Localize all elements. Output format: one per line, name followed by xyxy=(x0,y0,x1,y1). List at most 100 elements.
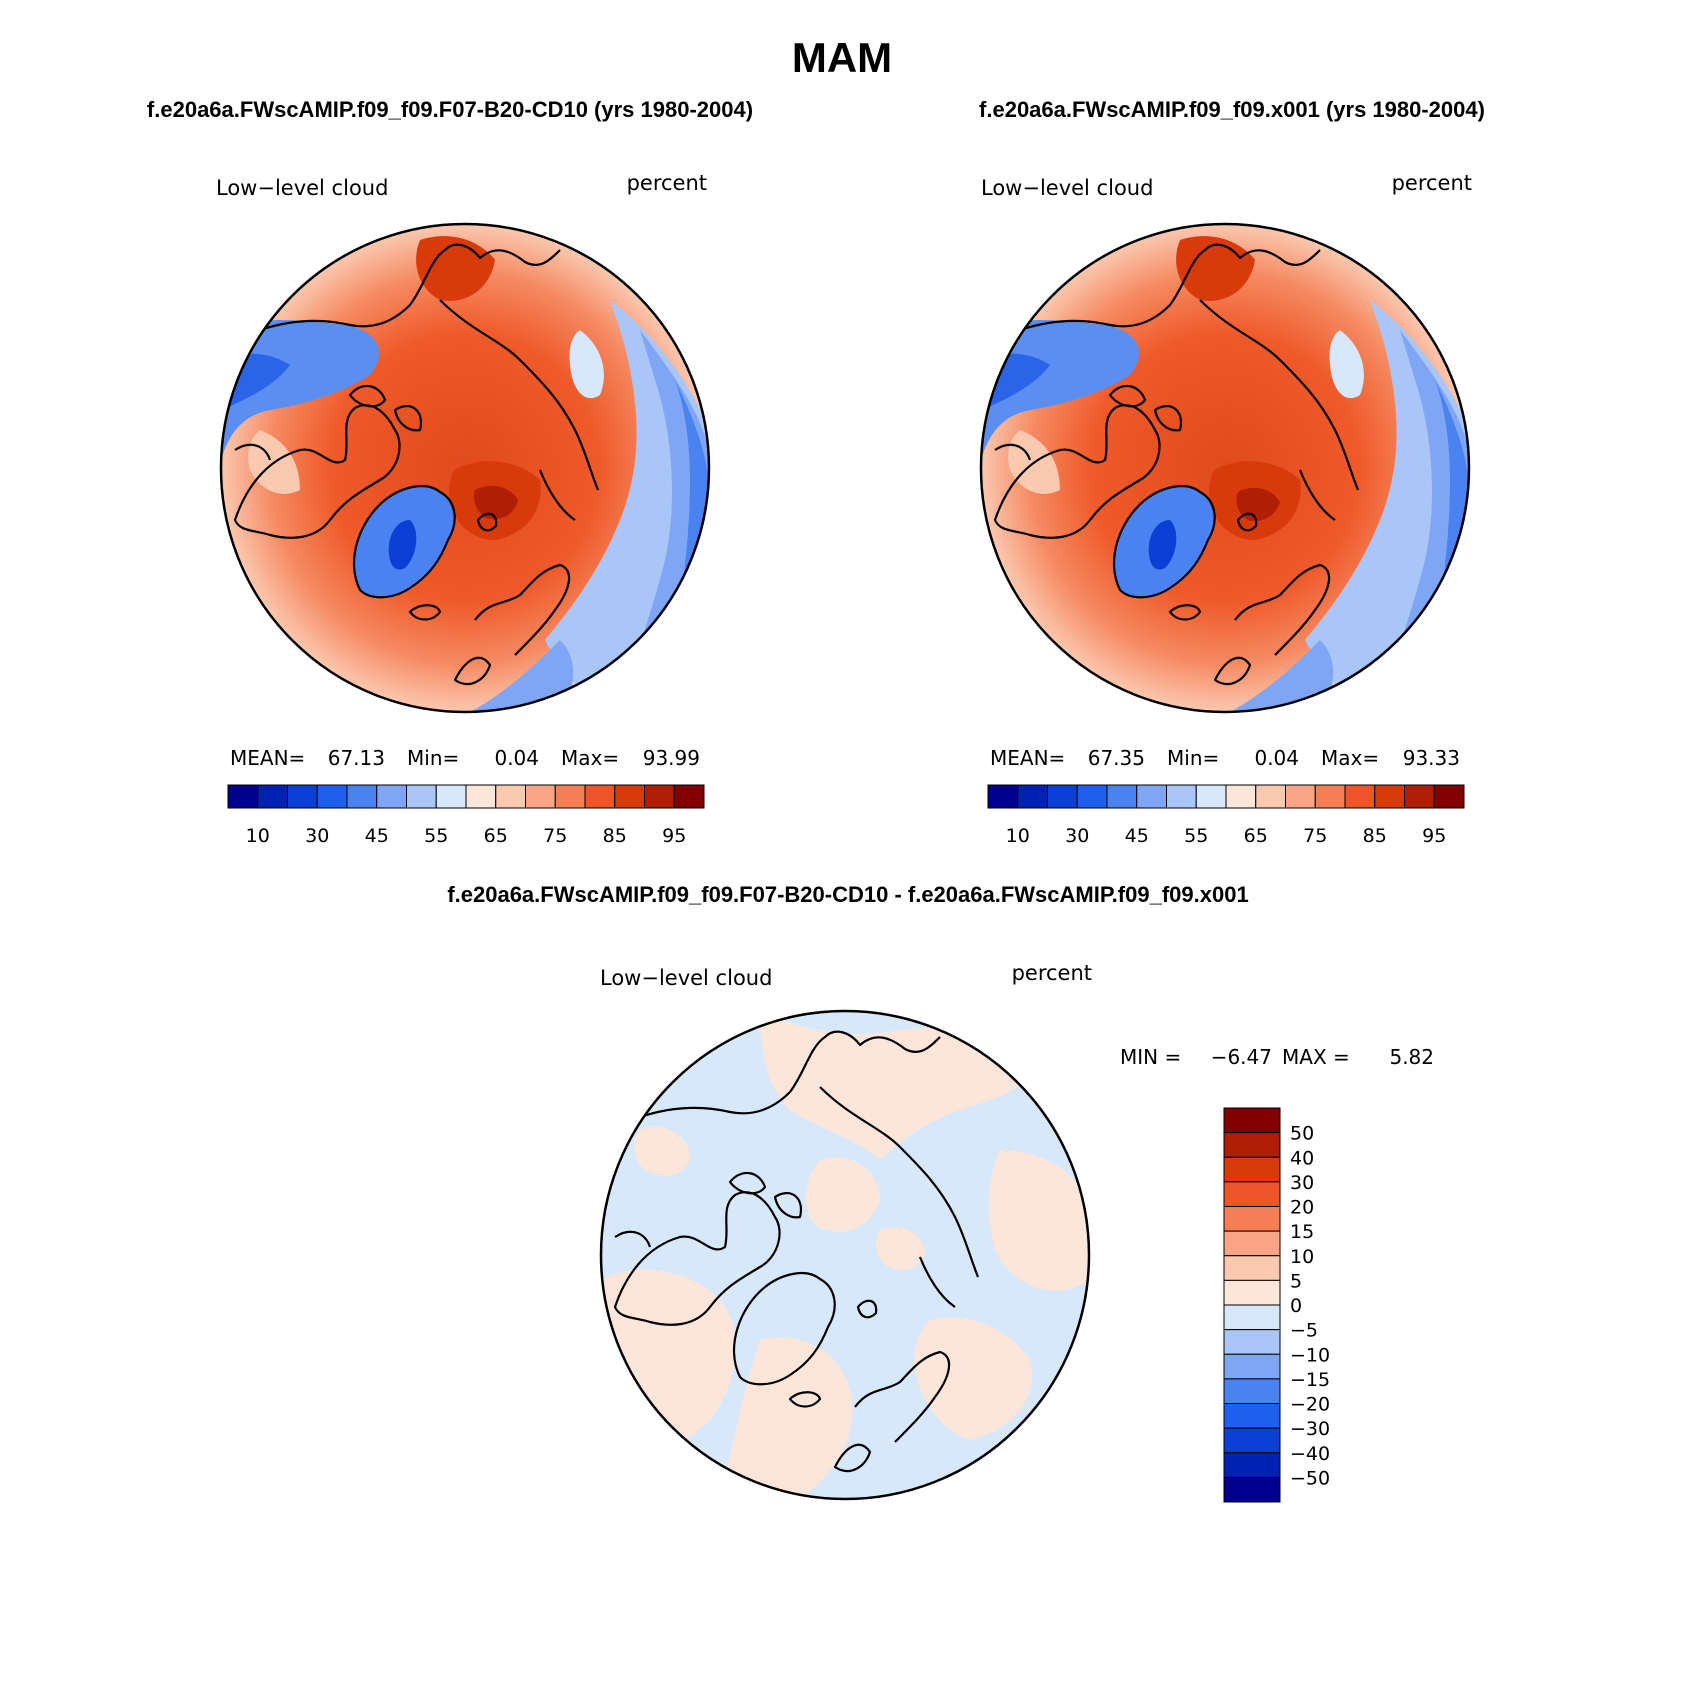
colorbar-left-swatch xyxy=(406,784,437,809)
colorbar-difference-swatch xyxy=(1223,1353,1281,1380)
panel-right-max-label: Max= xyxy=(1321,746,1379,770)
colorbar-difference-swatch xyxy=(1223,1427,1281,1454)
colorbar-difference-swatch xyxy=(1223,1156,1281,1183)
colorbar-right-swatch xyxy=(1076,784,1108,809)
panel-right-units-label: percent xyxy=(1392,171,1472,195)
colorbar-right-tick-label: 45 xyxy=(1125,825,1149,847)
panel-right-mean-label: MEAN= xyxy=(990,746,1065,770)
colorbar-left-swatch xyxy=(584,784,616,809)
colorbar-left-swatch xyxy=(495,784,526,809)
colorbar-difference-tick-label: −40 xyxy=(1290,1443,1330,1465)
colorbar-difference-swatch xyxy=(1223,1107,1281,1134)
colorbar-right-swatch xyxy=(1047,784,1078,809)
colorbar-left-tick-label: 10 xyxy=(246,825,270,847)
colorbar-difference-swatch xyxy=(1223,1452,1281,1478)
colorbar-left-tick-label: 30 xyxy=(305,825,329,847)
colorbar-left-swatch xyxy=(257,784,288,809)
colorbar-right-tick-label: 85 xyxy=(1363,825,1387,847)
panel-left-mean-value: 67.13 xyxy=(328,746,385,770)
panel-right-map-border xyxy=(979,222,1471,714)
colorbar-left-swatch xyxy=(376,784,407,809)
colorbar-difference-swatch xyxy=(1223,1279,1281,1306)
colorbar-difference-tick-label: 40 xyxy=(1290,1147,1314,1169)
colorbar-right-swatch xyxy=(987,784,1019,809)
colorbar-difference-tick-label: 50 xyxy=(1290,1123,1314,1145)
colorbar-right-swatch xyxy=(1017,784,1048,809)
colorbar-difference-tick-label: 5 xyxy=(1290,1270,1302,1292)
colorbar-left-swatch xyxy=(554,784,586,809)
panel-left-map-border xyxy=(219,222,711,714)
panel-left-map xyxy=(221,224,709,712)
colorbar-right-swatch xyxy=(1314,784,1346,809)
difference-variable-label: Low−level cloud xyxy=(600,966,772,990)
panel-left: f.e20a6a.FWscAMIP.f09_f09.F07-B20-CD10 (… xyxy=(147,97,753,847)
colorbar-left-swatch xyxy=(346,784,378,809)
panel-left-mean-label: MEAN= xyxy=(230,746,305,770)
colorbar-left-swatch xyxy=(316,784,348,809)
colorbar-right-tick-label: 55 xyxy=(1184,825,1208,847)
colorbar-difference-swatch xyxy=(1223,1476,1281,1503)
colorbar-left-swatch xyxy=(644,784,675,809)
colorbar-left-swatch xyxy=(673,784,705,809)
colorbar-difference-swatch xyxy=(1223,1230,1281,1257)
colorbar-right-tick-label: 30 xyxy=(1065,825,1089,847)
panel-left-max-value: 93.99 xyxy=(643,746,700,770)
difference-map-border xyxy=(599,1009,1091,1501)
colorbar-left-swatch xyxy=(287,784,318,809)
season-title: MAM xyxy=(792,34,892,81)
colorbar-right-swatch xyxy=(1166,784,1197,809)
panel-right: f.e20a6a.FWscAMIP.f09_f09.x001 (yrs 1980… xyxy=(979,97,1485,847)
colorbar-right-swatch xyxy=(1255,784,1286,809)
colorbar-right-swatch xyxy=(1225,784,1257,809)
panel-left-case-title: f.e20a6a.FWscAMIP.f09_f09.F07-B20-CD10 (… xyxy=(147,97,753,122)
colorbar-left-tick-label: 75 xyxy=(543,825,567,847)
colorbar-right-tick-label: 65 xyxy=(1244,825,1268,847)
colorbar-difference-swatch xyxy=(1223,1403,1281,1429)
panel-difference: f.e20a6a.FWscAMIP.f09_f09.F07-B20-CD10 -… xyxy=(447,882,1434,1503)
panel-right-map xyxy=(981,224,1469,712)
colorbar-left-swatch xyxy=(435,784,467,809)
colorbar-difference-tick-label: 15 xyxy=(1290,1221,1314,1243)
difference-min-value: −6.47 xyxy=(1211,1045,1272,1069)
colorbar-difference-swatch xyxy=(1223,1181,1281,1207)
colorbar-difference-tick-label: −15 xyxy=(1290,1369,1330,1391)
colorbar-difference-tick-label: −50 xyxy=(1290,1467,1330,1489)
colorbar-left-tick-label: 55 xyxy=(424,825,448,847)
colorbar-right-swatch xyxy=(1106,784,1138,809)
colorbar-difference-tick-label: −20 xyxy=(1290,1394,1330,1416)
colorbar-right-swatch xyxy=(1136,784,1167,809)
colorbar-left-tick-label: 85 xyxy=(603,825,627,847)
colorbar-left-swatch xyxy=(465,784,497,809)
colorbar-difference-tick-label: −30 xyxy=(1290,1418,1330,1440)
colorbar-left-tick-label: 45 xyxy=(365,825,389,847)
difference-title: f.e20a6a.FWscAMIP.f09_f09.F07-B20-CD10 -… xyxy=(447,882,1248,907)
colorbar-left-swatch xyxy=(525,784,556,809)
difference-max-label: MAX = xyxy=(1282,1045,1350,1069)
colorbar-difference-tick-label: −10 xyxy=(1290,1344,1330,1366)
panel-right-variable-label: Low−level cloud xyxy=(981,176,1153,200)
panel-right-colorbar: 10 30 45 55 65 75 85 95 xyxy=(987,784,1465,847)
colorbar-difference-tick-label: −5 xyxy=(1290,1320,1318,1342)
colorbar-right-swatch xyxy=(1195,784,1227,809)
panel-right-min-label: Min= xyxy=(1167,746,1219,770)
difference-max-value: 5.82 xyxy=(1389,1045,1434,1069)
difference-units-label: percent xyxy=(1012,961,1092,985)
colorbar-right-swatch xyxy=(1404,784,1435,809)
colorbar-difference-tick-label: 10 xyxy=(1290,1246,1314,1268)
panel-left-min-value: 0.04 xyxy=(494,746,539,770)
colorbar-difference-tick-label: 0 xyxy=(1290,1295,1302,1317)
panel-left-variable-label: Low−level cloud xyxy=(216,176,388,200)
difference-map xyxy=(601,1011,1089,1499)
colorbar-right-swatch xyxy=(1285,784,1316,809)
colorbar-right-swatch xyxy=(1433,784,1465,809)
colorbar-right-tick-label: 10 xyxy=(1006,825,1030,847)
difference-min-label: MIN = xyxy=(1120,1045,1181,1069)
colorbar-difference-tick-label: 20 xyxy=(1290,1197,1314,1219)
colorbar-difference-tick-label: 30 xyxy=(1290,1172,1314,1194)
colorbar-difference-swatch xyxy=(1223,1378,1281,1404)
panel-left-max-label: Max= xyxy=(561,746,619,770)
colorbar-difference-swatch xyxy=(1223,1255,1281,1281)
colorbar-difference-swatch xyxy=(1223,1206,1281,1232)
